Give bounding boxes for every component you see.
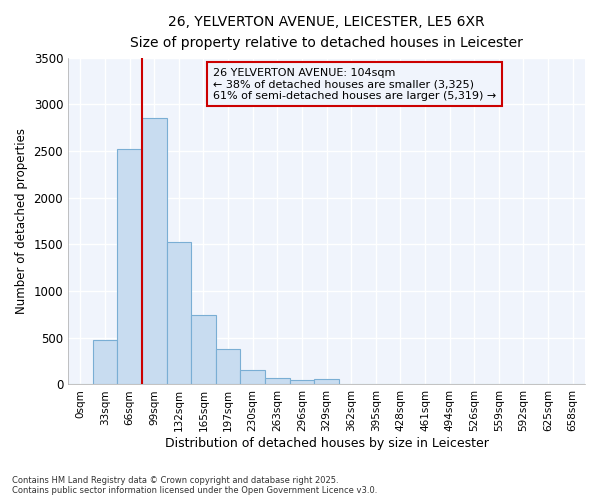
Bar (117, 149, 142, 384)
Bar (216, 350, 241, 384)
Bar (241, 370, 265, 384)
Bar (142, 118, 167, 384)
Bar (92, 340, 117, 384)
X-axis label: Distribution of detached houses by size in Leicester: Distribution of detached houses by size … (164, 437, 488, 450)
Text: 26 YELVERTON AVENUE: 104sqm
← 38% of detached houses are smaller (3,325)
61% of : 26 YELVERTON AVENUE: 104sqm ← 38% of det… (213, 68, 496, 100)
Bar (167, 242, 191, 384)
Bar (290, 380, 314, 384)
Text: Contains HM Land Registry data © Crown copyright and database right 2025.
Contai: Contains HM Land Registry data © Crown c… (12, 476, 377, 495)
Y-axis label: Number of detached properties: Number of detached properties (15, 128, 28, 314)
Title: 26, YELVERTON AVENUE, LEICESTER, LE5 6XR
Size of property relative to detached h: 26, YELVERTON AVENUE, LEICESTER, LE5 6XR… (130, 15, 523, 50)
Bar (265, 378, 290, 384)
Bar (191, 316, 216, 384)
Bar (314, 379, 339, 384)
